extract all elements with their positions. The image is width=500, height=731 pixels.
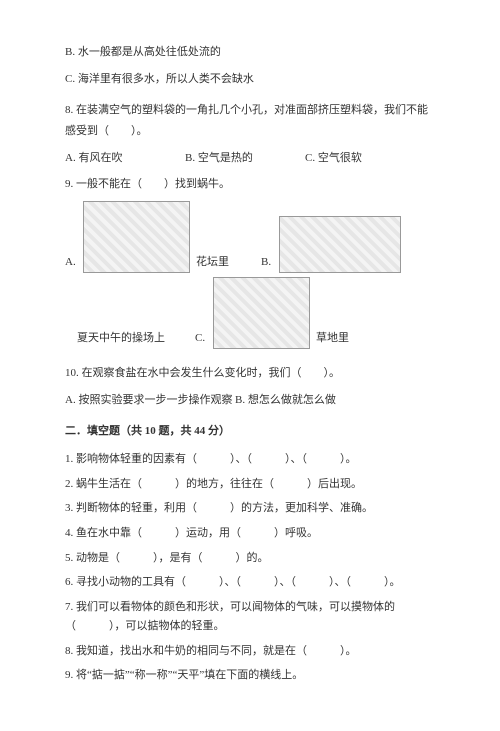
q9-option-a-block: A. 花坛里 xyxy=(65,201,229,273)
fill-9: 9. 将“掂一掂”“称一称”“天平”填在下面的横线上。 xyxy=(65,666,435,685)
q10-option-b: B. 想怎么做就怎么做 xyxy=(235,390,405,411)
q9-stem: 9. 一般不能在（ ）找到蜗牛。 xyxy=(65,174,435,195)
q9-label-a: 花坛里 xyxy=(196,252,229,273)
section-2-title: 二．填空题（共 10 题，共 44 分） xyxy=(65,421,435,442)
q10-option-a: A. 按照实验要求一步一步操作观察 xyxy=(65,390,235,411)
grass-illustration xyxy=(213,277,310,349)
flowerbed-illustration xyxy=(83,201,190,273)
q9-image-row-2: 夏天中午的操场上 C. 草地里 xyxy=(65,277,435,349)
option-b: B. 水一般都是从高处往低处流的 xyxy=(65,42,435,63)
fill-8: 8. 我知道，找出水和牛奶的相同与不同，就是在（ ）。 xyxy=(65,642,435,661)
option-c: C. 海洋里有很多水，所以人类不会缺水 xyxy=(65,69,435,90)
q9-option-c-block: C. 草地里 xyxy=(195,277,349,349)
fill-6: 6. 寻找小动物的工具有（ ）、（ ）、（ ）、（ ）。 xyxy=(65,573,435,592)
q9-option-b-block: B. xyxy=(261,216,401,273)
q9-letter-a: A. xyxy=(65,252,77,273)
fill-4: 4. 鱼在水中靠（ ）运动，用（ ）呼吸。 xyxy=(65,524,435,543)
q10-stem: 10. 在观察食盐在水中会发生什么变化时，我们（ ）。 xyxy=(65,363,435,384)
q9-letter-c: C. xyxy=(195,328,207,349)
q8-options: A. 有风在吹 B. 空气是热的 C. 空气很软 xyxy=(65,148,435,169)
q10-options: A. 按照实验要求一步一步操作观察 B. 想怎么做就怎么做 xyxy=(65,390,435,411)
q8-option-c: C. 空气很软 xyxy=(305,148,425,169)
fill-5: 5. 动物是（ ），是有（ ）的。 xyxy=(65,549,435,568)
fill-3: 3. 判断物体的轻重，利用（ ）的方法，更加科学、准确。 xyxy=(65,499,435,518)
q9-letter-b: B. xyxy=(261,252,273,273)
q8-stem: 8. 在装满空气的塑料袋的一角扎几个小孔，对准面部挤压塑料袋，我们不能感受到（ … xyxy=(65,100,435,142)
pool-illustration xyxy=(279,216,401,273)
q9-label-c: 草地里 xyxy=(316,328,349,349)
q9-label-b: 夏天中午的操场上 xyxy=(77,328,165,349)
fill-2: 2. 蜗牛生活在（ ）的地方，往往在（ ）后出现。 xyxy=(65,475,435,494)
q9-option-b-label-block: 夏天中午的操场上 xyxy=(77,328,165,349)
fill-7: 7. 我们可以看物体的颜色和形状，可以闻物体的气味，可以摸物体的（ ），可以掂物… xyxy=(65,598,435,635)
q8-option-a: A. 有风在吹 xyxy=(65,148,185,169)
fill-1: 1. 影响物体轻重的因素有（ ）、（ ）、（ ）。 xyxy=(65,450,435,469)
q8-option-b: B. 空气是热的 xyxy=(185,148,305,169)
q9-image-row-1: A. 花坛里 B. xyxy=(65,201,435,273)
